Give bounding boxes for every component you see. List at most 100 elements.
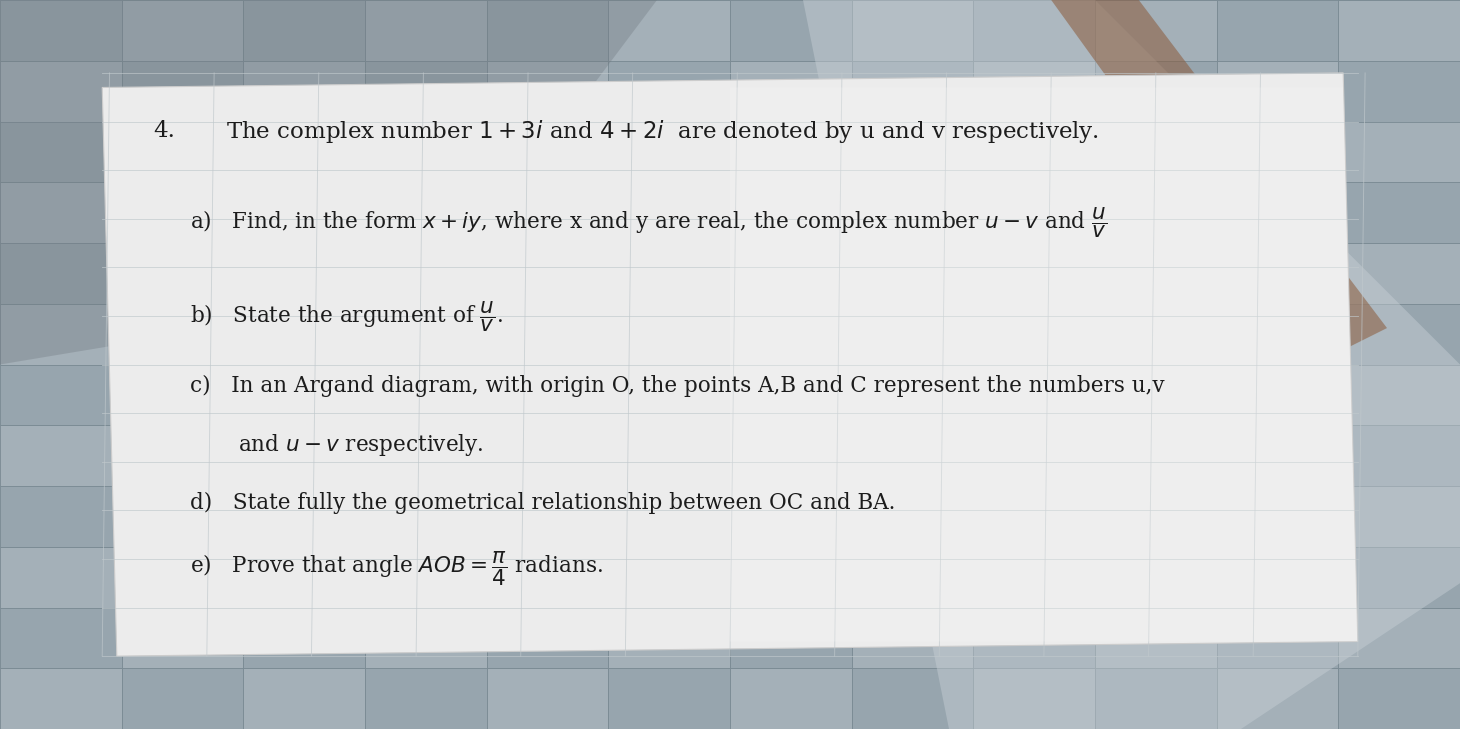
Bar xyxy=(851,182,974,243)
Bar xyxy=(1095,607,1216,668)
Bar xyxy=(609,486,730,547)
Bar xyxy=(609,304,730,364)
Bar xyxy=(1339,182,1460,243)
Bar xyxy=(730,607,851,668)
Bar xyxy=(1095,668,1216,729)
Bar xyxy=(851,364,974,425)
Bar xyxy=(121,122,244,182)
Bar xyxy=(1095,61,1216,122)
Bar xyxy=(974,607,1095,668)
Bar xyxy=(244,304,365,364)
Polygon shape xyxy=(102,73,1358,656)
Bar xyxy=(121,0,244,61)
Bar xyxy=(365,425,486,486)
Bar xyxy=(609,182,730,243)
Bar xyxy=(365,304,486,364)
Bar xyxy=(365,122,486,182)
Bar xyxy=(1339,607,1460,668)
Bar xyxy=(365,668,486,729)
Bar xyxy=(365,243,486,304)
Bar xyxy=(121,243,244,304)
Bar xyxy=(1216,61,1339,122)
Bar xyxy=(730,364,851,425)
Bar xyxy=(1095,0,1216,61)
Bar xyxy=(365,547,486,607)
Text: e)   Prove that angle $AOB = \dfrac{\pi}{4}$ radians.: e) Prove that angle $AOB = \dfrac{\pi}{4… xyxy=(190,549,603,588)
Bar xyxy=(1216,182,1339,243)
Bar xyxy=(609,425,730,486)
Bar xyxy=(121,547,244,607)
Bar xyxy=(1095,122,1216,182)
Bar xyxy=(730,425,851,486)
Bar xyxy=(609,607,730,668)
Bar xyxy=(1095,182,1216,243)
Bar xyxy=(486,0,609,61)
Bar xyxy=(1216,122,1339,182)
Bar xyxy=(974,486,1095,547)
Bar xyxy=(730,547,851,607)
Bar xyxy=(486,182,609,243)
Bar xyxy=(244,122,365,182)
Bar xyxy=(1095,547,1216,607)
Bar xyxy=(730,0,851,61)
Bar xyxy=(851,486,974,547)
Bar xyxy=(0,425,121,486)
Polygon shape xyxy=(1051,0,1387,364)
Polygon shape xyxy=(0,0,657,364)
Bar xyxy=(1339,668,1460,729)
Bar xyxy=(0,182,121,243)
Bar xyxy=(244,425,365,486)
Bar xyxy=(1339,0,1460,61)
Text: and $u - v$ respectively.: and $u - v$ respectively. xyxy=(238,432,483,458)
Bar xyxy=(1339,486,1460,547)
Bar xyxy=(365,182,486,243)
Bar xyxy=(730,243,851,304)
Bar xyxy=(486,122,609,182)
Bar xyxy=(851,0,974,61)
Bar xyxy=(1339,547,1460,607)
Bar xyxy=(974,122,1095,182)
Polygon shape xyxy=(730,87,1358,642)
Bar xyxy=(486,425,609,486)
Bar xyxy=(244,61,365,122)
Bar xyxy=(974,364,1095,425)
Bar xyxy=(365,486,486,547)
Bar xyxy=(0,61,121,122)
Bar xyxy=(609,61,730,122)
Text: c)   In an Argand diagram, with origin O, the points A,B and C represent the num: c) In an Argand diagram, with origin O, … xyxy=(190,375,1165,397)
Bar xyxy=(365,0,486,61)
Bar xyxy=(0,607,121,668)
Bar xyxy=(1216,607,1339,668)
Bar xyxy=(121,607,244,668)
Bar xyxy=(121,182,244,243)
Bar xyxy=(121,668,244,729)
Bar xyxy=(1095,425,1216,486)
Text: d)   State fully the geometrical relationship between OC and BA.: d) State fully the geometrical relations… xyxy=(190,492,895,514)
Bar xyxy=(0,243,121,304)
Bar xyxy=(974,425,1095,486)
Bar xyxy=(1339,304,1460,364)
Bar xyxy=(244,486,365,547)
Bar xyxy=(0,668,121,729)
Bar xyxy=(730,486,851,547)
Bar xyxy=(609,668,730,729)
Bar xyxy=(730,304,851,364)
Bar xyxy=(851,122,974,182)
Bar xyxy=(974,304,1095,364)
Bar xyxy=(1095,304,1216,364)
Bar xyxy=(609,122,730,182)
Bar xyxy=(730,668,851,729)
Bar xyxy=(1339,425,1460,486)
Bar xyxy=(0,486,121,547)
Bar xyxy=(730,122,851,182)
Bar xyxy=(244,0,365,61)
Bar xyxy=(974,243,1095,304)
Bar xyxy=(121,304,244,364)
Bar xyxy=(1339,61,1460,122)
Bar xyxy=(974,61,1095,122)
Text: 4.: 4. xyxy=(153,120,175,142)
Bar xyxy=(609,547,730,607)
Bar xyxy=(1339,243,1460,304)
Bar xyxy=(244,243,365,304)
Bar xyxy=(1216,0,1339,61)
